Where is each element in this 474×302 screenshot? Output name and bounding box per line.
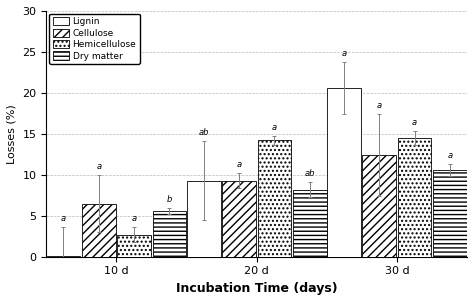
Text: a: a <box>96 162 101 171</box>
Text: a: a <box>61 214 66 223</box>
Bar <box>257 140 291 257</box>
Bar <box>363 155 396 257</box>
Bar <box>222 181 256 257</box>
Bar <box>398 138 431 257</box>
Text: ab: ab <box>199 128 209 137</box>
Legend: Lignin, Cellulose, Hemicellulose, Dry matter: Lignin, Cellulose, Hemicellulose, Dry ma… <box>49 14 140 64</box>
Bar <box>187 181 220 257</box>
X-axis label: Incubation Time (days): Incubation Time (days) <box>176 282 337 295</box>
Text: a: a <box>447 151 453 160</box>
Text: a: a <box>377 101 382 110</box>
Bar <box>46 256 80 257</box>
Bar <box>327 88 361 257</box>
Text: a: a <box>341 49 346 58</box>
Text: a: a <box>272 123 277 132</box>
Y-axis label: Losses (%): Losses (%) <box>7 104 17 164</box>
Bar <box>293 190 327 257</box>
Text: ab: ab <box>304 169 315 178</box>
Text: a: a <box>132 214 137 223</box>
Text: b: b <box>167 194 172 204</box>
Text: a: a <box>412 118 417 127</box>
Bar <box>82 204 116 257</box>
Bar <box>153 211 186 257</box>
Bar <box>433 170 467 257</box>
Bar <box>117 235 151 257</box>
Text: a: a <box>237 160 242 169</box>
